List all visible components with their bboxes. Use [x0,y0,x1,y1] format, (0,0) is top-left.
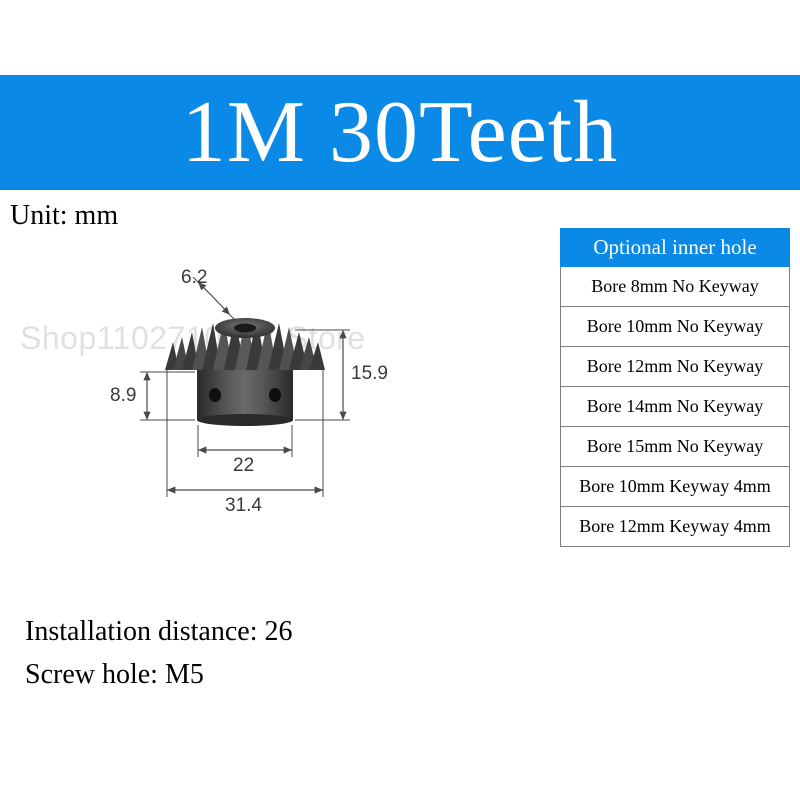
options-table: Optional inner hole Bore 8mm No Keyway B… [560,228,790,547]
dim-hub-diameter [198,425,292,457]
dim-label-total-height: 15.9 [351,363,388,385]
options-row: Bore 15mm No Keyway [561,427,790,467]
options-row: Bore 12mm Keyway 4mm [561,507,790,547]
screw-hole: Screw hole: M5 [25,653,293,696]
bottom-specs: Installation distance: 26 Screw hole: M5 [25,610,293,697]
dim-label-hub-height: 8.9 [110,385,136,407]
header-band: 1M 30Teeth [0,75,800,190]
dim-label-hub-diameter: 22 [233,455,254,477]
options-row: Bore 8mm No Keyway [561,267,790,307]
diagram-area: 6.2 8.9 15.9 22 31.4 [85,245,405,525]
options-table-header: Optional inner hole [561,229,790,267]
dim-label-outer-diameter: 31.4 [225,495,262,517]
options-row: Bore 10mm No Keyway [561,307,790,347]
options-row: Bore 10mm Keyway 4mm [561,467,790,507]
dim-label-tooth-width: 6.2 [181,267,207,289]
options-row: Bore 14mm No Keyway [561,387,790,427]
installation-distance: Installation distance: 26 [25,610,293,653]
unit-label: Unit: mm [10,200,118,232]
options-row: Bore 12mm No Keyway [561,347,790,387]
header-title: 1M 30Teeth [182,82,618,183]
